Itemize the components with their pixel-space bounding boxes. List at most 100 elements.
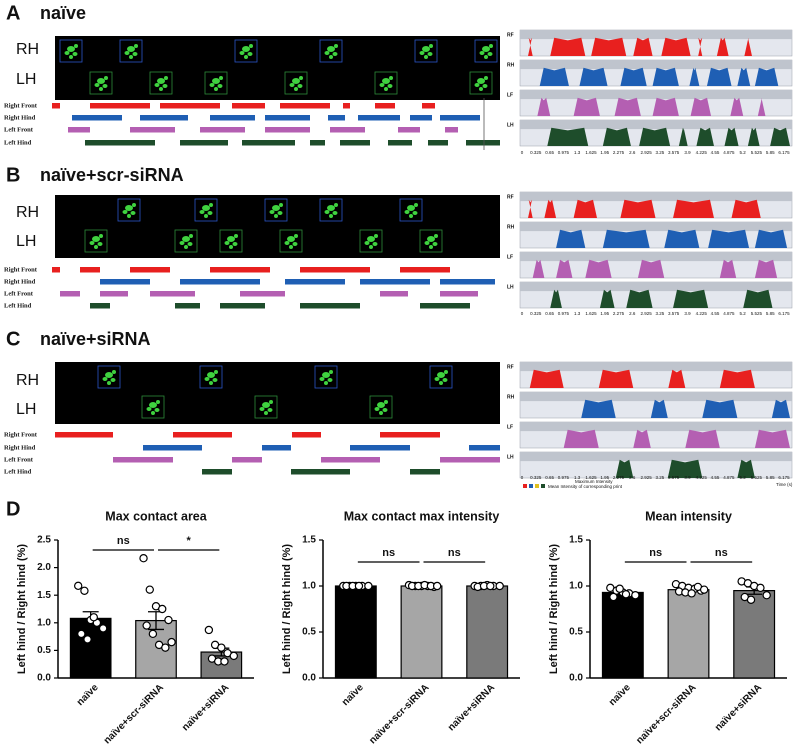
paw-print <box>429 44 433 48</box>
time-tick-label: 0.65 <box>545 311 554 316</box>
paw-print <box>207 211 213 215</box>
y-tick-label: 1.5 <box>37 590 51 601</box>
data-point <box>142 621 151 630</box>
y-tick-label: 1.0 <box>302 581 316 592</box>
y-tick-label: 0.5 <box>569 627 583 638</box>
paw-box <box>199 365 223 389</box>
paw-print <box>154 83 160 87</box>
gait-bar <box>380 291 408 297</box>
gait-bar <box>400 267 450 273</box>
trace-band <box>520 222 792 232</box>
y-tick-label: 0.0 <box>569 673 583 684</box>
paw-print <box>127 46 135 52</box>
gait-bar <box>242 140 295 146</box>
gait-bar <box>440 457 500 463</box>
time-tick-label: 5.525 <box>751 150 763 155</box>
data-point <box>145 585 154 594</box>
paw-print <box>102 377 108 381</box>
paw-print <box>179 241 185 245</box>
gait-row-label: Left Front <box>4 456 34 463</box>
x-tick-label: naïve+scr-siRNA <box>634 682 698 746</box>
x-tick-label: naïve <box>607 682 633 708</box>
paw-print <box>107 381 111 385</box>
trace-label: RH <box>507 394 515 400</box>
paw-print <box>146 407 152 411</box>
gait-row-label: Left Hind <box>4 468 32 475</box>
paw-print <box>284 241 290 245</box>
panel-title: naïve <box>40 3 86 23</box>
x-tick-label: naïve <box>340 682 366 708</box>
gait-bar <box>210 115 255 121</box>
gait-bar <box>175 303 200 309</box>
paw-print <box>212 78 220 84</box>
gait-bar <box>130 267 170 273</box>
paw-print <box>412 211 418 215</box>
trace-band <box>520 90 792 100</box>
data-point <box>354 581 364 591</box>
significance-label: ns <box>649 547 662 559</box>
time-tick-label: 5.85 <box>766 475 775 480</box>
x-tick-label: naïve+siRNA <box>713 682 764 733</box>
paw-print <box>232 242 238 246</box>
time-tick-label: 4.55 <box>711 150 720 155</box>
paw-box <box>359 229 383 253</box>
trace-area <box>520 97 792 116</box>
data-point <box>486 581 495 591</box>
panel-title: naïve+scr-siRNA <box>40 165 184 185</box>
paw-print <box>105 372 113 378</box>
data-point <box>164 615 173 625</box>
gait-bar <box>100 291 128 297</box>
paw-print <box>94 83 100 87</box>
paw-print <box>482 84 488 88</box>
paw-print <box>274 214 278 218</box>
paw-print <box>327 205 335 211</box>
paw-print <box>382 408 388 412</box>
time-tick-label: 2.6 <box>629 311 636 316</box>
time-tick-label: 1.95 <box>600 311 609 316</box>
gait-bar <box>330 127 365 133</box>
paw-print <box>329 370 333 374</box>
gait-bar <box>466 140 500 146</box>
gait-bar <box>232 457 262 463</box>
paw-print <box>99 234 103 238</box>
paw-box <box>141 395 165 419</box>
paw-print <box>487 52 493 56</box>
paw-print <box>424 55 428 59</box>
paw-print <box>292 242 298 246</box>
time-tick-label: 4.55 <box>711 311 720 316</box>
paw-print <box>67 46 75 52</box>
time-tick-label: 1.625 <box>585 311 597 316</box>
paw-print <box>407 205 415 211</box>
time-tick-label: 4.875 <box>723 475 735 480</box>
paw-print <box>327 46 335 52</box>
trace-area <box>520 399 792 418</box>
paw-print <box>332 211 338 215</box>
gait-row-label: Right Hind <box>4 278 36 285</box>
data-point <box>609 592 618 602</box>
y-axis-label: Left hind / Right hind (%) <box>281 544 293 674</box>
time-tick-label: 1.3 <box>574 475 581 480</box>
gait-bar <box>321 457 380 463</box>
trace-area <box>520 127 792 146</box>
trace-label: RF <box>507 194 514 200</box>
gait-row-label: Left Front <box>4 290 34 297</box>
paw-box <box>264 198 288 222</box>
gait-row-label: Right Hind <box>4 114 36 121</box>
time-tick-label: 0.975 <box>558 311 570 316</box>
data-point <box>158 604 167 614</box>
paw-box <box>89 71 113 95</box>
paw-print <box>324 381 328 385</box>
paw-print <box>89 241 95 245</box>
paw-print <box>374 234 378 238</box>
paw-print <box>424 241 430 245</box>
paw-print <box>319 377 325 381</box>
paw-print <box>229 245 233 249</box>
paw-print <box>294 87 298 91</box>
paw-print <box>389 76 393 80</box>
paw-box <box>204 71 228 95</box>
trace-band <box>520 392 792 402</box>
footprint-image <box>55 195 500 258</box>
trace-band <box>520 60 792 70</box>
paw-print <box>479 87 483 91</box>
x-tick-label: naïve+siRNA <box>446 682 497 733</box>
